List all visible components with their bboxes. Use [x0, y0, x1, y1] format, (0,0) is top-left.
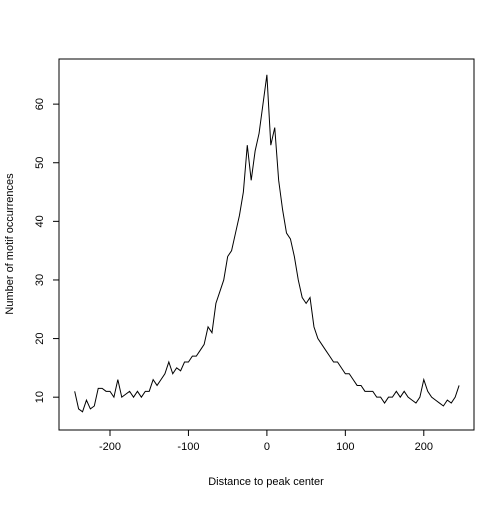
y-tick-label: 40 [34, 215, 46, 227]
data-line [74, 74, 460, 413]
y-axis-title: Number of motif occurrences [4, 173, 16, 315]
x-tick-label: 0 [264, 441, 270, 453]
plot-box [58, 58, 475, 431]
x-tick-label: -200 [99, 441, 121, 453]
y-tick-label: 10 [34, 391, 46, 403]
x-tick-label: 100 [336, 441, 354, 453]
x-tick-label: 200 [415, 441, 433, 453]
y-tick-label: 30 [34, 274, 46, 286]
y-tick-label: 20 [34, 332, 46, 344]
x-axis-title: Distance to peak center [208, 476, 324, 488]
y-tick-label: 60 [34, 98, 46, 110]
y-tick-label: 50 [34, 157, 46, 169]
x-tick-label: -100 [177, 441, 199, 453]
